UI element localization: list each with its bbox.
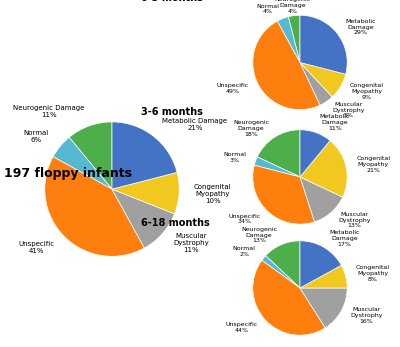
Text: Unspecific
41%: Unspecific 41% — [18, 240, 54, 254]
Text: Muscular
Dystrophy
13%: Muscular Dystrophy 13% — [338, 212, 370, 228]
Text: Congenital
Myopathy
10%: Congenital Myopathy 10% — [194, 184, 232, 204]
Wedge shape — [112, 189, 174, 248]
Wedge shape — [300, 241, 341, 288]
Wedge shape — [300, 62, 332, 105]
Text: Muscular
Dystrophy
5%: Muscular Dystrophy 5% — [332, 102, 365, 118]
Text: 6-18 months: 6-18 months — [141, 218, 210, 228]
Text: 197 floppy infants: 197 floppy infants — [4, 167, 132, 180]
Wedge shape — [254, 157, 300, 177]
Wedge shape — [300, 177, 343, 222]
Text: Muscular
Dystrophy
16%: Muscular Dystrophy 16% — [350, 307, 383, 324]
Text: Neurogenic
Damage
4%: Neurogenic Damage 4% — [275, 0, 311, 14]
Wedge shape — [300, 141, 347, 197]
Wedge shape — [300, 130, 330, 177]
Wedge shape — [69, 122, 112, 189]
Text: Unspecific
44%: Unspecific 44% — [226, 322, 258, 333]
Wedge shape — [300, 265, 347, 288]
Text: Neurogenic
Damage
18%: Neurogenic Damage 18% — [233, 120, 269, 137]
Text: Congenital
Myopathy
9%: Congenital Myopathy 9% — [350, 84, 384, 100]
Text: Neurogenic
Damage
13%: Neurogenic Damage 13% — [241, 227, 277, 244]
Text: 0-3 months: 0-3 months — [141, 0, 203, 3]
Text: Metabolic
Damage
11%: Metabolic Damage 11% — [320, 115, 350, 131]
Wedge shape — [112, 172, 179, 214]
Wedge shape — [253, 21, 320, 110]
Wedge shape — [53, 137, 112, 189]
Wedge shape — [112, 122, 177, 189]
Wedge shape — [288, 15, 300, 62]
Text: Congenital
Myopathy
21%: Congenital Myopathy 21% — [356, 156, 390, 173]
Text: Unspecific
34%: Unspecific 34% — [228, 213, 260, 225]
Text: Metabolic Damage
21%: Metabolic Damage 21% — [162, 118, 227, 131]
Text: Muscular
Dystrophy
11%: Muscular Dystrophy 11% — [174, 233, 209, 253]
Wedge shape — [253, 260, 325, 335]
Text: Normal
2%: Normal 2% — [233, 246, 256, 257]
Wedge shape — [253, 165, 314, 224]
Wedge shape — [300, 15, 347, 74]
Text: 3-6 months: 3-6 months — [141, 107, 203, 117]
Text: Normal
4%: Normal 4% — [256, 3, 279, 14]
Wedge shape — [266, 241, 300, 288]
Wedge shape — [262, 256, 300, 288]
Text: Metabolic
Damage
17%: Metabolic Damage 17% — [329, 230, 360, 247]
Text: Metabolic
Damage
29%: Metabolic Damage 29% — [346, 19, 376, 35]
Text: Neurogenic Damage
11%: Neurogenic Damage 11% — [13, 105, 84, 118]
Wedge shape — [277, 17, 300, 62]
Text: Unspecific
49%: Unspecific 49% — [216, 83, 249, 94]
Text: Congenital
Myopathy
8%: Congenital Myopathy 8% — [356, 265, 390, 282]
Wedge shape — [300, 288, 347, 328]
Text: Normal
3%: Normal 3% — [223, 152, 246, 163]
Text: Normal
6%: Normal 6% — [24, 130, 49, 143]
Wedge shape — [257, 130, 300, 177]
Wedge shape — [45, 157, 144, 256]
Wedge shape — [300, 62, 346, 97]
